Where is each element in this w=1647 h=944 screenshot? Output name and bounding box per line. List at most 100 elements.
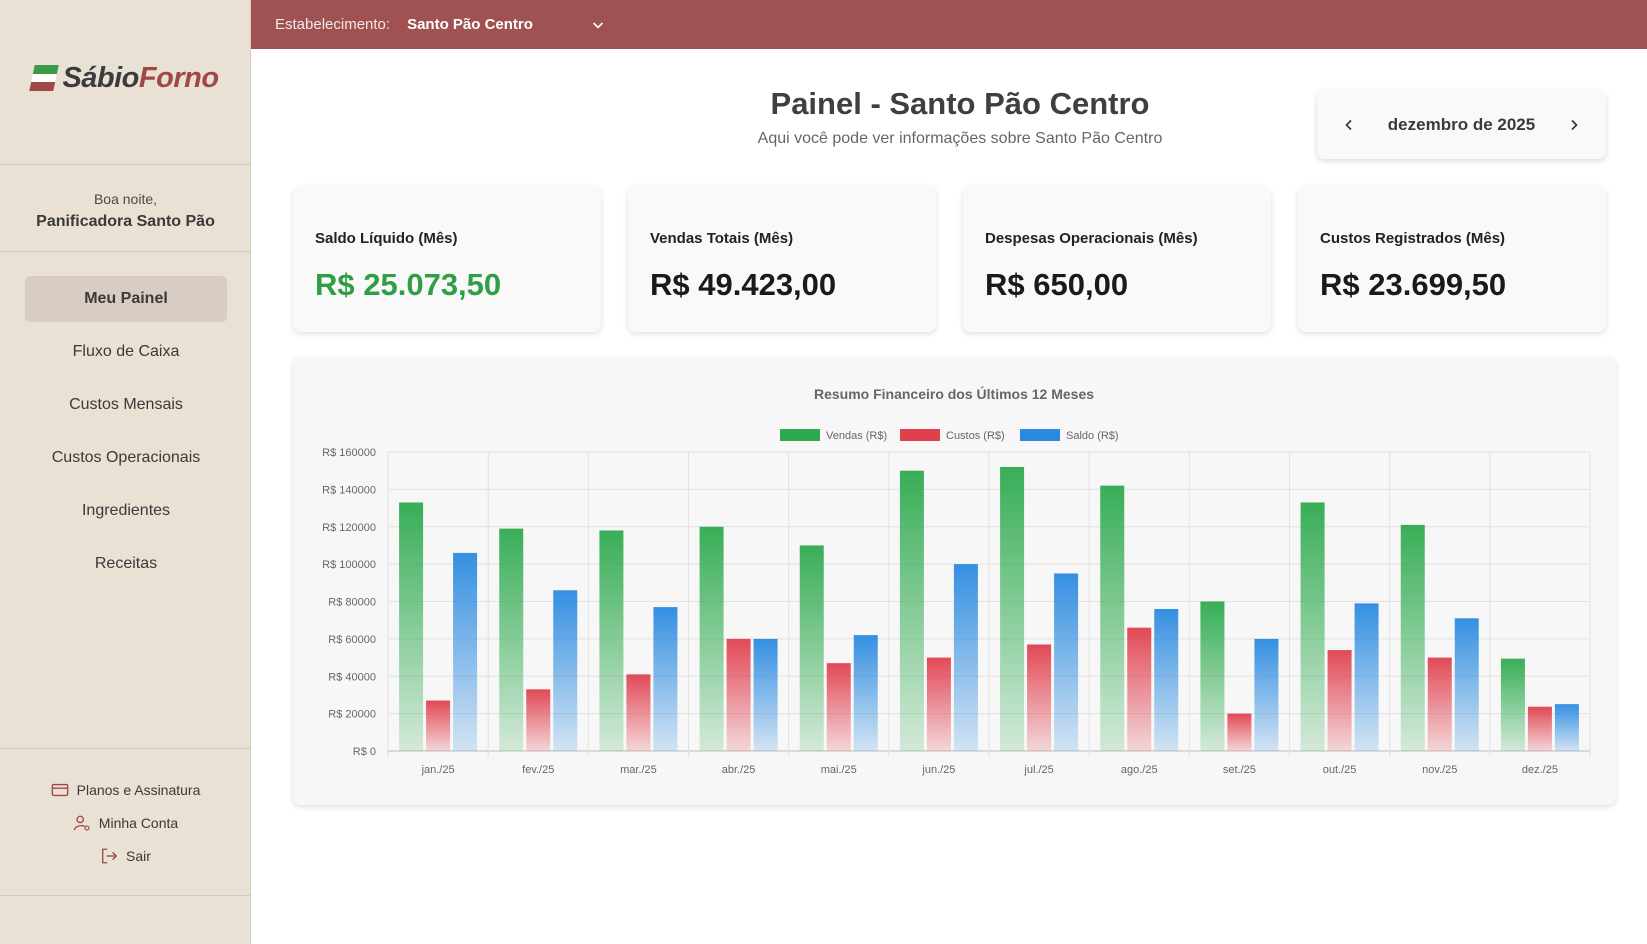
bar-saldo	[1154, 608, 1179, 751]
bar-vendas	[1400, 524, 1425, 751]
logout-icon	[102, 848, 118, 864]
credit-card-icon	[51, 783, 68, 797]
bar-custos	[726, 638, 751, 751]
bar-saldo	[1354, 603, 1379, 751]
company-name: Panificadora Santo Pão	[36, 213, 215, 230]
x-tick-label: out./25	[1323, 764, 1357, 776]
stat-card-vendas: Vendas Totais (Mês) R$ 49.423,00	[628, 186, 936, 332]
chevron-right-icon	[1571, 119, 1578, 130]
bar-vendas	[599, 530, 624, 751]
stat-card-saldo: Saldo Líquido (Mês) R$ 25.073,50	[293, 186, 601, 332]
greeting-block: Boa noite, Panificadora Santo Pão	[0, 165, 251, 252]
bar-saldo	[1254, 638, 1279, 751]
stat-value: R$ 49.423,00	[650, 267, 837, 302]
greeting-text: Boa noite,	[93, 191, 158, 207]
bar-vendas	[799, 545, 824, 751]
sidebar-item-ingredientes[interactable]: Ingredientes	[81, 502, 171, 519]
stat-value: R$ 23.699,50	[1320, 267, 1507, 302]
prev-month-button[interactable]	[1337, 113, 1361, 137]
bar-custos	[426, 700, 451, 751]
y-tick-label: R$ 60000	[328, 634, 376, 646]
x-tick-label: mai./25	[821, 764, 857, 776]
bar-custos	[526, 689, 551, 751]
page-subtitle: Aqui você pode ver informações sobre San…	[757, 130, 1163, 147]
y-tick-label: R$ 120000	[322, 522, 376, 534]
flag-icon	[29, 65, 60, 92]
chart-title: Resumo Financeiro dos Últimos 12 Meses	[814, 385, 1094, 402]
bar-custos	[1027, 644, 1052, 751]
month-selector: dezembro de 2025	[1317, 90, 1606, 159]
next-month-button[interactable]	[1562, 113, 1586, 137]
bar-custos	[626, 674, 651, 751]
x-tick-label: jun./25	[921, 764, 955, 776]
y-tick-label: R$ 40000	[328, 671, 376, 683]
sidebar-item-custos-mensais[interactable]: Custos Mensais	[69, 396, 183, 413]
bar-saldo	[953, 564, 978, 751]
y-tick-label: R$ 100000	[322, 559, 376, 571]
page-header: Painel - Santo Pão Centro Aqui você pode…	[560, 86, 1360, 148]
bar-saldo	[553, 590, 578, 751]
sidebar-item-custos-operacionais[interactable]: Custos Operacionais	[51, 449, 201, 466]
financial-chart: Resumo Financeiro dos Últimos 12 Meses Ve…	[322, 385, 1591, 776]
logout-link-label: Sair	[126, 848, 151, 864]
legend-label: Custos (R$)	[946, 430, 1005, 442]
x-tick-label: jan./25	[421, 764, 455, 776]
establishment-selected: Santo Pão Centro	[407, 16, 533, 33]
stat-label: Despesas Operacionais (Mês)	[985, 230, 1198, 247]
bar-custos	[1427, 657, 1452, 751]
sidebar-item-receitas[interactable]: Receitas	[94, 555, 158, 572]
bar-saldo	[853, 635, 878, 751]
bar-vendas	[899, 470, 924, 751]
user-gear-icon	[73, 815, 90, 831]
legend-label: Saldo (R$)	[1066, 430, 1119, 442]
stat-value: R$ 650,00	[985, 267, 1129, 302]
x-tick-label: abr./25	[722, 764, 756, 776]
bar-vendas	[1300, 502, 1325, 751]
account-link[interactable]: Minha Conta	[0, 812, 251, 834]
sidebar-item-fluxo-de-caixa[interactable]: Fluxo de Caixa	[72, 343, 180, 360]
logo-text: SábioForno	[62, 62, 219, 95]
bar-vendas	[1100, 485, 1125, 751]
bar-vendas	[1500, 658, 1525, 751]
y-tick-label: R$ 20000	[328, 709, 376, 721]
stat-label: Saldo Líquido (Mês)	[315, 230, 458, 247]
stat-value: R$ 25.073,50	[315, 267, 502, 302]
plans-link-label: Planos e Assinatura	[76, 782, 201, 798]
chevron-down-icon	[593, 21, 604, 29]
topbar: Estabelecimento: Santo Pão Centro	[251, 0, 1647, 49]
establishment-select[interactable]: Santo Pão Centro	[407, 16, 605, 33]
bar-saldo	[1454, 618, 1479, 751]
establishment-label: Estabelecimento:	[275, 16, 391, 33]
legend-swatch	[1020, 429, 1060, 441]
plans-link[interactable]: Planos e Assinatura	[0, 779, 251, 801]
x-tick-label: jul./25	[1023, 764, 1053, 776]
x-tick-label: nov./25	[1422, 764, 1457, 776]
x-tick-label: ago./25	[1121, 764, 1158, 776]
bar-custos	[926, 657, 951, 751]
bar-vendas	[699, 526, 724, 751]
bar-vendas	[1000, 466, 1025, 751]
stat-label: Vendas Totais (Mês)	[650, 230, 794, 247]
page-title: Painel - Santo Pão Centro	[770, 86, 1150, 121]
x-tick-label: dez./25	[1522, 764, 1558, 776]
legend-swatch	[900, 429, 940, 441]
sidebar-item-meu-painel[interactable]: Meu Painel	[25, 276, 227, 322]
bar-saldo	[453, 552, 478, 751]
y-tick-label: R$ 0	[353, 746, 376, 758]
logout-link[interactable]: Sair	[0, 845, 251, 867]
bar-custos	[1527, 706, 1552, 751]
bar-saldo	[753, 638, 778, 751]
stat-label: Custos Registrados (Mês)	[1320, 230, 1506, 247]
chart-card: Resumo Financeiro dos Últimos 12 Meses Ve…	[293, 357, 1616, 805]
chevron-left-icon	[1345, 119, 1352, 130]
bar-custos	[1127, 627, 1152, 751]
legend-label: Vendas (R$)	[826, 430, 887, 442]
x-tick-label: mar./25	[620, 764, 657, 776]
x-tick-label: set./25	[1223, 764, 1256, 776]
logo[interactable]: SábioForno	[0, 0, 251, 165]
stat-card-custos: Custos Registrados (Mês) R$ 23.699,50	[1298, 186, 1606, 332]
bar-vendas	[1200, 601, 1225, 751]
bar-vendas	[499, 528, 524, 751]
y-tick-label: R$ 80000	[328, 597, 376, 609]
x-tick-label: fev./25	[522, 764, 554, 776]
